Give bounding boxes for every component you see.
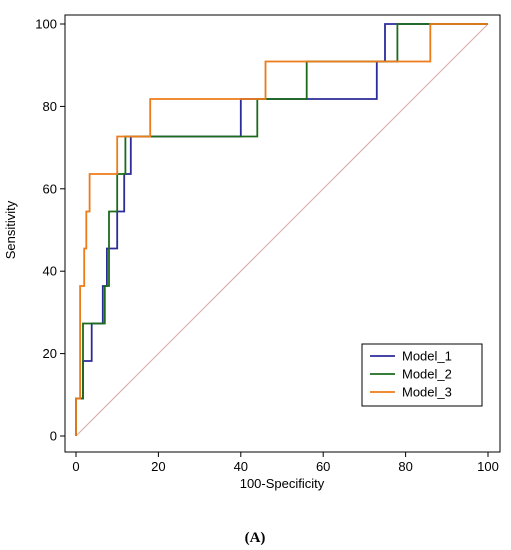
- x-tick-label: 60: [316, 459, 330, 474]
- reference-diagonal: [75, 23, 489, 437]
- x-tick-label: 100: [477, 459, 499, 474]
- legend-label: Model_3: [402, 385, 452, 400]
- legend-label: Model_2: [402, 367, 452, 382]
- y-tick-label: 80: [43, 99, 57, 114]
- panel-label: (A): [245, 530, 266, 546]
- axes: 0 20 40 60 80 100 0 20 40 60 80 100: [35, 14, 501, 474]
- x-tick-label: 20: [151, 459, 165, 474]
- y-tick-label: 100: [35, 17, 57, 32]
- x-tick-label: 0: [72, 459, 79, 474]
- x-tick-label: 80: [398, 459, 412, 474]
- plot-frame: [64, 14, 501, 453]
- series-line-model-3: [75, 23, 488, 436]
- y-tick-label: 20: [43, 346, 57, 361]
- x-axis-label: 100-Specificity: [240, 476, 325, 491]
- y-axis-label: Sensitivity: [3, 200, 18, 259]
- plot-area: [75, 23, 489, 437]
- legend-label: Model_1: [402, 349, 452, 364]
- y-tick-label: 60: [43, 181, 57, 196]
- y-tick-label: 40: [43, 264, 57, 279]
- x-tick-label: 40: [234, 459, 248, 474]
- legend-box: [361, 343, 483, 407]
- y-tick-label: 0: [50, 429, 57, 444]
- legend: Model_1 Model_2 Model_3: [361, 343, 483, 407]
